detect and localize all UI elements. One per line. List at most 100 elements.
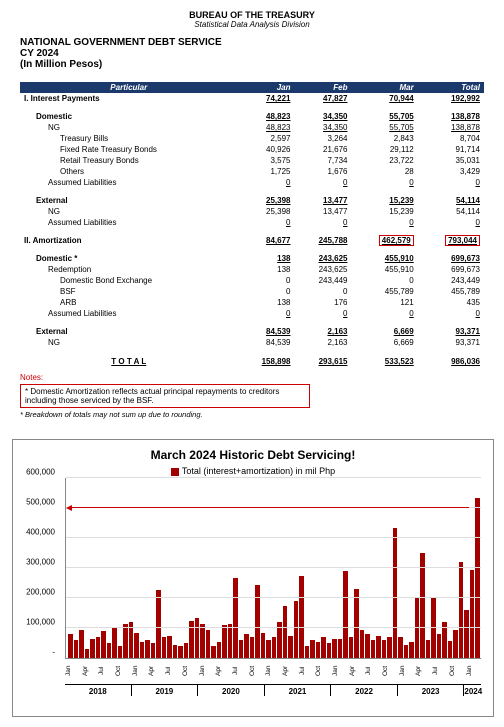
bar [79,630,84,659]
cell: 243,625 [295,253,352,264]
month-label [390,660,393,682]
bar [360,630,365,659]
col-feb: Feb [295,82,352,93]
cell: 0 [238,217,295,228]
document: BUREAU OF THE TREASURY Statistical Data … [0,0,504,429]
cell: 435 [418,297,484,308]
bar [404,645,409,659]
row-label: II. Amortization [20,235,238,246]
cell: 0 [295,308,352,319]
table-row: Domestic Bond Exchange0243,4490243,449 [20,275,484,286]
table-row: Treasury Bills2,5973,2642,8438,704 [20,133,484,144]
bar [261,633,266,659]
cell: 8,704 [418,133,484,144]
gridline [66,627,481,628]
month-label [290,660,293,682]
year-label: 2023 [397,685,464,696]
cell: 455,789 [351,286,417,297]
row-label: NG [20,337,238,348]
legend-swatch [171,468,179,476]
month-label [444,660,447,682]
month-label [73,660,76,682]
cell: 84,539 [238,326,295,337]
bar [206,630,211,659]
month-label: Jul [165,660,172,682]
month-label: Oct [182,660,189,682]
table-row: Assumed Liabilities0000 [20,308,484,319]
table-row [20,246,484,253]
bar [178,646,183,658]
cell: 54,114 [418,195,484,206]
table-row: Domestic *138243,625455,910699,673 [20,253,484,264]
month-label [461,660,464,682]
month-label [194,660,197,682]
bar [107,643,112,658]
cell: 35,031 [418,155,484,166]
total-label: T O T A L [20,356,238,367]
cell: 74,221 [238,93,295,104]
bureau-name: BUREAU OF THE TREASURY [20,10,484,20]
row-label: External [20,195,238,206]
row-label: Assumed Liabilities [20,217,238,228]
table-row: Others1,7251,676283,429 [20,166,484,177]
bar [310,640,315,658]
bar [244,634,249,658]
row-label: Retail Treasury Bonds [20,155,238,166]
cell: 138,878 [418,122,484,133]
month-label [378,660,381,682]
table-row: BSF00455,789455,789 [20,286,484,297]
table-row: External25,39813,47715,23954,114 [20,195,484,206]
month-label [240,660,243,682]
cell: 70,944 [351,93,417,104]
month-label [474,660,477,682]
cell: 192,992 [418,93,484,104]
month-label [123,660,126,682]
cell: 455,789 [418,286,484,297]
month-label: Jul [232,660,239,682]
bar [250,637,255,658]
bar [118,646,123,658]
cell: 48,823 [238,111,295,122]
cell: 13,477 [295,206,352,217]
cell: 2,843 [351,133,417,144]
row-label: Fixed Rate Treasury Bonds [20,144,238,155]
cell: 1,725 [238,166,295,177]
month-label [344,660,347,682]
month-label [311,660,314,682]
month-label: Jan [132,660,139,682]
cell: 34,350 [295,111,352,122]
bar [387,637,392,658]
bar [376,636,381,659]
col-particular: Particular [20,82,238,93]
bar [371,640,376,658]
bar [85,649,90,658]
cell: 15,239 [351,195,417,206]
cell: 243,449 [295,275,352,286]
month-label: Oct [115,660,122,682]
y-tick-label: 400,000 [26,528,55,537]
bar [453,630,458,659]
month-label: Jan [332,660,339,682]
month-label [373,660,376,682]
bar [409,642,414,659]
bar [354,589,359,658]
cell: 23,722 [351,155,417,166]
cell: 138 [238,253,295,264]
cell: 0 [238,177,295,188]
table-row: NG48,82334,35055,705138,878 [20,122,484,133]
total-total: 986,036 [418,356,484,367]
month-label [144,660,147,682]
cell: 0 [295,286,352,297]
month-label [90,660,93,682]
bar [123,624,128,659]
bar [200,624,205,659]
col-mar: Mar [351,82,417,93]
month-label: Apr [215,660,222,682]
division-name: Statistical Data Analysis Division [20,20,484,29]
bar [140,642,145,659]
bar [464,610,469,658]
bar [321,637,326,658]
cell: 3,429 [418,166,484,177]
month-label [478,660,481,682]
gridline [66,477,481,478]
